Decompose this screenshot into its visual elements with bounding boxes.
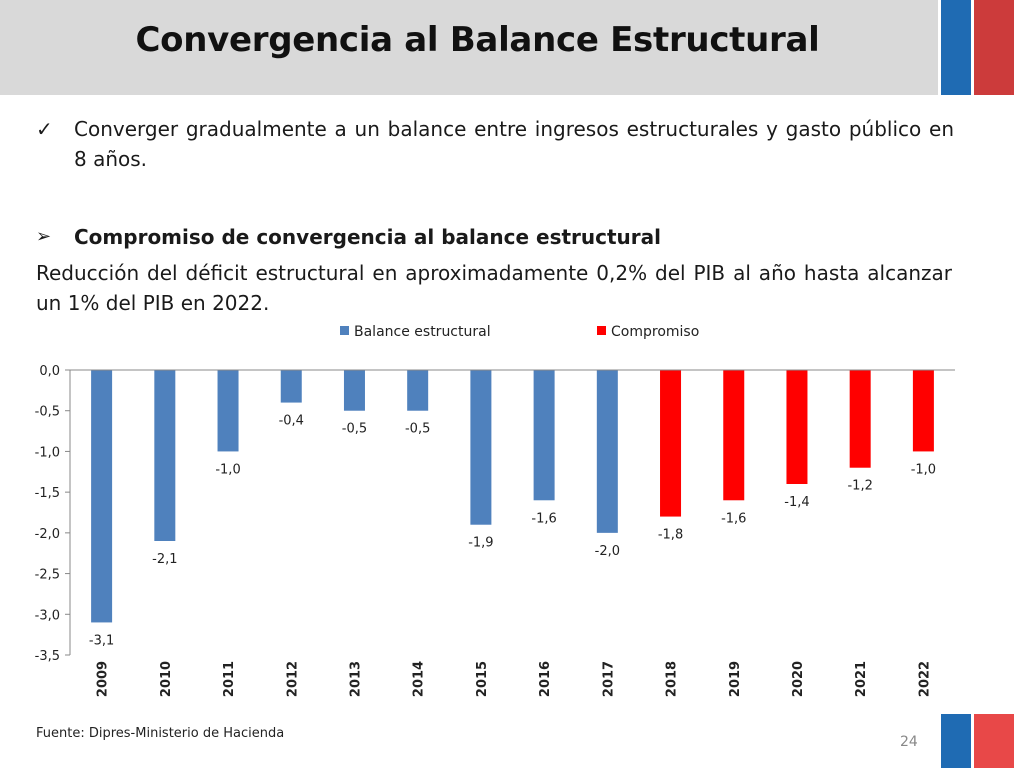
bar-2019 — [723, 370, 745, 501]
x-tick-label-2019: 2019 — [728, 661, 743, 697]
bullet-text-2: Compromiso de convergencia al balance es… — [74, 225, 662, 249]
slide-title: Convergencia al Balance Estructural — [135, 20, 820, 60]
data-label-2011: -1,0 — [215, 462, 240, 477]
x-tick-label-2010: 2010 — [159, 661, 174, 697]
bar-chart: 0,0 -0,5 -1,0 -1,5 -2,0 -2,5 -3,0 -3,5 -3,1 -2,1 -… — [35, 324, 955, 697]
bar-2014 — [407, 370, 429, 411]
x-tick-label-2021: 2021 — [854, 661, 869, 697]
x-tick-label-2014: 2014 — [412, 661, 427, 697]
bar-2018 — [660, 370, 682, 517]
bullet-text-1: Converger gradualmente a un balance entr… — [74, 117, 954, 171]
legend-label-1: Compromiso — [611, 324, 699, 340]
x-tick-label-2020: 2020 — [791, 661, 806, 697]
bar-2022 — [912, 370, 934, 452]
x-tick-label-2015: 2015 — [475, 661, 490, 697]
bar-2011 — [217, 370, 239, 452]
check-icon: ✓ — [36, 117, 53, 141]
y-tick-label: -1,0 — [35, 445, 60, 460]
bar-2015 — [470, 370, 492, 525]
y-tick-label: -1,5 — [35, 486, 60, 501]
x-tick-label-2016: 2016 — [538, 661, 553, 697]
decor-blue-stripe-bottom — [941, 714, 971, 768]
decor-red-stripe-top — [974, 0, 1014, 95]
data-label-2016: -1,6 — [531, 511, 556, 526]
bar-2010 — [154, 370, 176, 541]
y-tick-label: -3,0 — [35, 608, 60, 623]
body-paragraph: Reducción del déficit estructural en apr… — [36, 261, 952, 315]
data-label-2018: -1,8 — [658, 528, 683, 543]
data-label-2009: -3,1 — [89, 633, 114, 648]
bar-2017 — [596, 370, 618, 533]
y-tick-label: -0,5 — [35, 405, 60, 420]
data-label-2021: -1,2 — [847, 479, 872, 494]
data-label-2020: -1,4 — [784, 495, 809, 510]
data-label-2010: -2,1 — [152, 552, 177, 567]
decor-red-stripe-bottom — [974, 714, 1014, 768]
y-tick-label: -2,0 — [35, 527, 60, 542]
bar-2013 — [343, 370, 365, 411]
x-tick-label-2022: 2022 — [917, 661, 932, 697]
data-label-2014: -0,5 — [405, 422, 430, 437]
arrow-bullet-icon: ➢ — [36, 226, 52, 247]
data-label-2019: -1,6 — [721, 511, 746, 526]
bar-2009 — [91, 370, 113, 623]
x-tick-label-2013: 2013 — [348, 661, 363, 697]
data-label-2015: -1,9 — [468, 536, 493, 551]
bar-2021 — [849, 370, 871, 468]
data-label-2017: -2,0 — [595, 544, 620, 559]
x-tick-label-2018: 2018 — [665, 661, 680, 697]
data-label-2022: -1,0 — [911, 462, 936, 477]
page-number: 24 — [900, 734, 918, 750]
source-note: Fuente: Dipres-Ministerio de Hacienda — [36, 726, 285, 741]
legend-label-0: Balance estructural — [354, 324, 491, 340]
data-label-2012: -0,4 — [279, 414, 304, 429]
y-tick-label: 0,0 — [39, 364, 60, 379]
x-tick-label-2017: 2017 — [601, 661, 616, 697]
data-label-2013: -0,5 — [342, 422, 367, 437]
legend-swatch-0 — [340, 326, 349, 335]
x-tick-label-2011: 2011 — [222, 661, 237, 697]
decor-blue-stripe-top — [941, 0, 971, 95]
title-bar — [0, 0, 938, 95]
x-tick-label-2012: 2012 — [285, 661, 300, 697]
y-tick-label: -3,5 — [35, 649, 60, 664]
x-tick-label-2009: 2009 — [96, 661, 111, 697]
legend-swatch-1 — [597, 326, 606, 335]
y-tick-label: -2,5 — [35, 568, 60, 583]
bar-2016 — [533, 370, 555, 501]
bar-2012 — [280, 370, 302, 403]
bar-2020 — [786, 370, 808, 484]
